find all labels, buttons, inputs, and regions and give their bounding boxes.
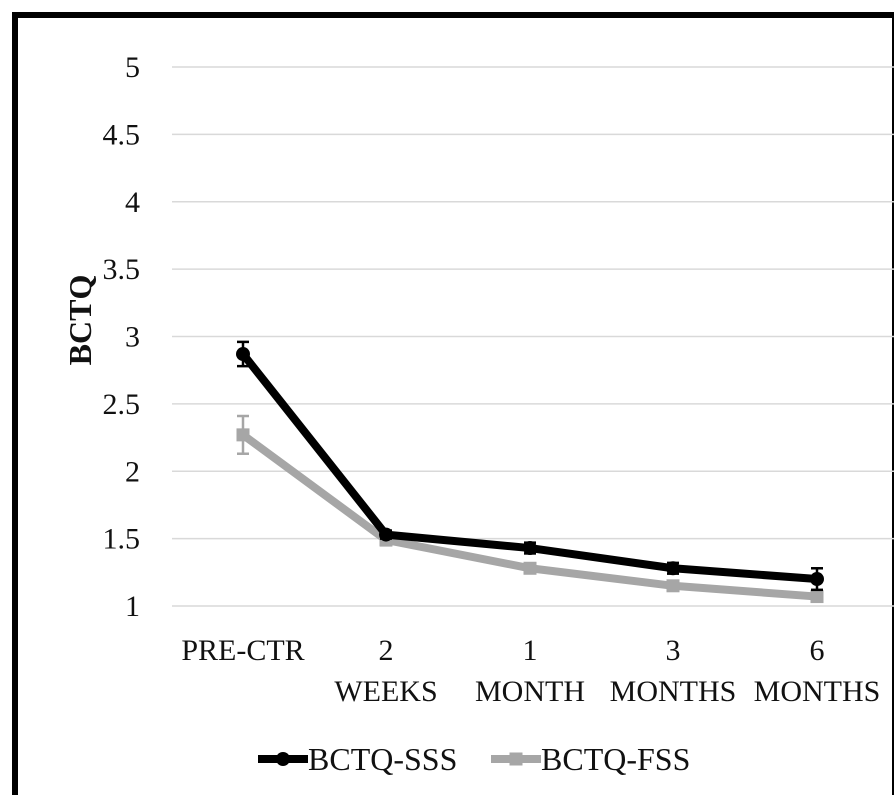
x-tick-label: MONTHS [754,675,881,708]
y-tick-label: 2.5 [103,388,141,421]
legend-label: BCTQ-FSS [541,741,690,777]
y-tick-label: 1 [125,590,140,623]
x-tick-label: 6 [810,634,825,667]
y-tick-label: 3.5 [103,253,141,286]
x-tick-label: 3 [666,634,681,667]
data-point [666,561,680,576]
legend-marker [509,752,523,766]
x-tick-label: PRE-CTR [181,634,304,667]
data-series [236,340,824,604]
legend-item: BCTQ-SSS [258,741,457,777]
legend: BCTQ-SSS BCTQ-FSS [258,741,690,777]
chart-border [12,12,894,800]
x-tick-label: MONTH [475,675,585,708]
y-axis-label: BCTQ [62,275,98,366]
data-point [236,347,250,362]
data-point [523,541,537,556]
legend-item: BCTQ-FSS [491,741,690,777]
data-point [236,428,250,442]
y-tick-label: 4 [125,186,140,219]
legend-label: BCTQ-SSS [308,741,457,777]
y-tick-label: 3 [125,321,140,354]
x-tick-label: MONTHS [610,675,737,708]
y-tick-label: 5 [125,51,140,84]
y-tick-label: 2 [125,455,140,488]
y-tick-label: 4.5 [103,118,141,151]
x-tick-label: 1 [523,634,538,667]
y-tick-labels: 1 1.5 2 2.5 3 3.5 4 4.5 5 [103,51,141,623]
data-point [810,572,824,587]
legend-marker [276,752,290,766]
data-point [810,590,824,604]
gridlines [172,66,894,607]
y-tick-label: 1.5 [103,523,141,556]
data-point [379,527,393,542]
data-point [523,561,537,575]
x-tick-label: WEEKS [334,675,437,708]
x-tick-label: 2 [379,634,394,667]
data-point [666,579,680,593]
series-bctq-sss [236,340,824,592]
x-tick-labels: PRE-CTR 2 WEEKS 1 MONTH 3 MONTHS 6 MONTHS [181,634,880,708]
